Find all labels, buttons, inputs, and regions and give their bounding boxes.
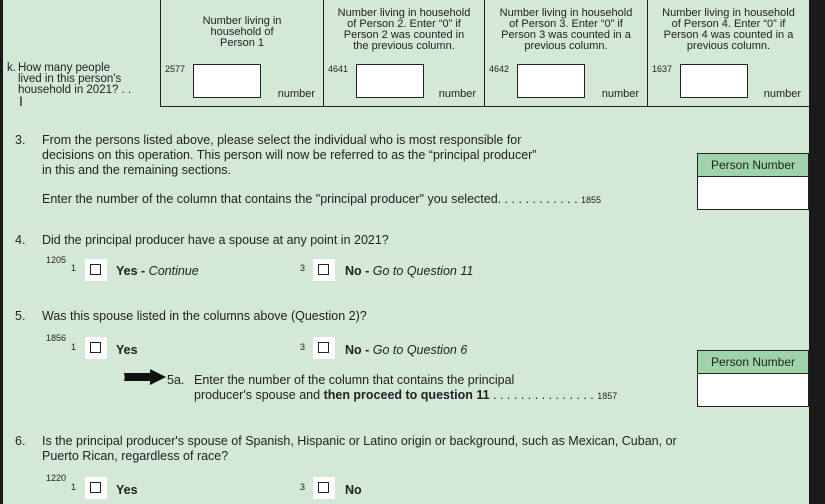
q-line: producer's spouse and [194,388,324,402]
field-code: 1637 [652,64,673,74]
q4-yes-num: 1 [71,263,77,273]
q-line: Is the principal producer's spouse of Sp… [42,434,677,448]
header-line: Number living in [202,15,282,27]
header-line: of Person 4. Enter “0” if [671,18,786,30]
header-line: Number living in household [499,7,633,19]
header-line: Person 1 [219,37,265,49]
q3-enter: Enter the number of the column that cont… [42,192,601,208]
q4-no-label: No [345,264,362,278]
text-cursor-icon: I [19,93,23,109]
household-count-input[interactable] [680,64,748,98]
column-header: Number living in household of Person 4. E… [650,8,807,52]
q6-number: 6. [15,434,26,448]
q5-yes-num: 1 [71,342,77,352]
person-2-column: Number living in household of Person 2. E… [323,0,485,107]
field-code: 2577 [165,64,186,74]
field-code: 4641 [328,64,349,74]
q-line: decisions on this operation. This person… [42,148,537,162]
column-header: Number living in household of Person 2. E… [326,8,482,52]
q3-code: 1855 [581,195,602,205]
column-header: Number living in household of Person 3. E… [487,8,645,52]
q5a-bold: then proceed to question 11 [323,388,490,402]
q6-no-label: No [345,483,362,497]
q4-no-note: Go to Question 11 [372,264,474,278]
column-header: Number living in household of Person 1 [163,16,321,49]
household-count-input[interactable] [356,64,424,98]
unit-label: number [277,88,315,100]
q4-yes-note: Continue [148,264,199,278]
arrow-right-icon [122,369,166,385]
person-1-column: Number living in household of Person 1 2577… [160,0,324,107]
q6-no-checkbox[interactable] [313,477,335,499]
person-4-column: Number living in household of Person 4. E… [647,0,810,107]
q5-code: 1856 [46,333,67,343]
dots: . . . . . . . . . . . . . . . [489,388,594,402]
q5-text: Was this spouse listed in the columns ab… [42,309,367,323]
q-line: From the persons listed above, please se… [42,133,522,147]
header-line: household of [210,26,274,38]
person-number-label: Person Number [698,351,808,374]
q5-no-note: Go to Question 6 [372,343,468,357]
header-line: Number living in household [337,7,471,19]
person-3-column: Number living in household of Person 3. E… [484,0,648,107]
row-k-number: k. [7,62,16,74]
header-line: Person 2 was counted in [343,29,465,41]
q3-text: From the persons listed above, please se… [42,133,536,178]
header-line: Person 4 was counted in a [663,29,794,41]
q6-text: Is the principal producer's spouse of Sp… [42,434,677,464]
row-k-label: k. How many people lived in this person'… [7,62,131,96]
q4-no-num: 3 [300,263,306,273]
q3-person-number-input[interactable]: Person Number [697,153,809,210]
q5a-person-number-input[interactable]: Person Number [697,350,809,407]
q6-no-num: 3 [300,482,306,492]
household-count-input[interactable] [193,64,261,98]
unit-label: number [763,88,801,100]
q5-no-checkbox[interactable] [313,337,335,359]
q6-yes-label: Yes [116,483,138,497]
q5a-number: 5a. [167,373,185,387]
unit-label: number [438,88,476,100]
unit-label: number [601,88,639,100]
q-line: in this and the remaining sections. [42,163,231,177]
q-line: How many people [18,62,111,74]
header-line: the previous column. [353,40,455,52]
header-line: of Person 2. Enter “0” if [347,18,461,30]
q3-number: 3. [15,133,26,147]
q6-yes-checkbox[interactable] [85,477,107,499]
q5a-text: Enter the number of the column that cont… [194,373,617,404]
header-line: previous column. [524,40,608,52]
header-line: Number living in household [662,7,795,19]
q4-number: 4. [15,233,26,247]
q4-code: 1205 [46,255,67,265]
q-line: Puerto Rican, regardless of race? [42,449,229,463]
q6-code: 1220 [46,473,67,483]
header-line: previous column. [686,40,771,52]
q5-number: 5. [15,309,26,323]
q4-yes-checkbox[interactable] [85,259,107,281]
q4-no-checkbox[interactable] [313,259,335,281]
field-code: 4642 [489,64,510,74]
q5-no-num: 3 [300,342,306,352]
q5-yes-label: Yes [116,343,138,357]
q5-no-label: No [345,343,362,357]
q5a-code: 1857 [597,391,618,401]
header-line: of Person 3. Enter “0” if [509,18,623,30]
row-k-question: How many people lived in this person's h… [18,62,132,96]
q-line: Enter the number of the column that cont… [194,373,515,387]
q3-enter-text: Enter the number of the column that cont… [42,192,578,206]
header-line: Person 3 was counted in a [501,29,631,41]
person-number-label: Person Number [698,154,808,177]
q5-yes-checkbox[interactable] [85,337,107,359]
household-count-input[interactable] [517,64,585,98]
q6-yes-num: 1 [71,482,77,492]
q4-yes-label: Yes [116,264,138,278]
q-line: household in 2021? . . [18,84,132,96]
survey-form: k. How many people lived in this person'… [3,0,810,504]
q-line: lived in this person's [18,73,122,85]
q4-text: Did the principal producer have a spouse… [42,233,389,247]
